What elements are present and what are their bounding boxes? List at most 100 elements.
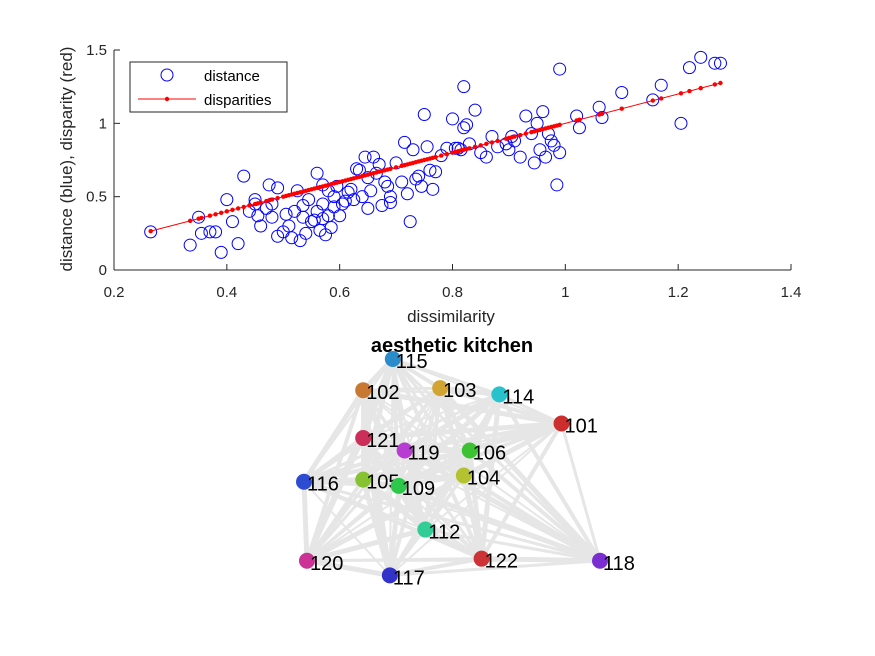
disparity-point bbox=[712, 82, 718, 87]
distance-point bbox=[327, 190, 341, 204]
network-edge bbox=[301, 435, 366, 485]
network-edge bbox=[301, 479, 310, 564]
network-edge bbox=[305, 474, 465, 562]
network-edge bbox=[423, 527, 484, 561]
network-node-label: 121 bbox=[366, 430, 399, 452]
network-edge bbox=[361, 449, 407, 482]
y-tick-label: 1.5 bbox=[86, 42, 107, 59]
network-edge bbox=[302, 449, 472, 484]
distance-point bbox=[231, 237, 245, 251]
distance-point bbox=[420, 140, 434, 154]
distance-point bbox=[254, 219, 268, 233]
y-axis-label: distance (blue), disparity (red) bbox=[57, 47, 76, 272]
network-edge bbox=[302, 479, 484, 561]
network-edge bbox=[461, 473, 602, 563]
network-edge bbox=[438, 386, 564, 426]
network-node-label: 118 bbox=[603, 553, 635, 575]
distance-point bbox=[694, 50, 708, 64]
disparity-point bbox=[659, 96, 664, 101]
network-node-label: 116 bbox=[307, 474, 339, 496]
distance-point bbox=[527, 156, 541, 170]
distance-point bbox=[519, 109, 533, 123]
scatter-plot: 0.2 0.4 0.6 0.8 1 1.2 1.4 0 0.5 1 1.5 dissimilarit… bbox=[57, 42, 801, 326]
network-node-label: 117 bbox=[393, 567, 425, 589]
distance-point bbox=[479, 150, 493, 164]
network-edge bbox=[362, 393, 501, 440]
legend-box bbox=[129, 61, 288, 113]
network-edge bbox=[479, 421, 564, 561]
scatter-marks bbox=[144, 50, 727, 259]
disparity-point bbox=[187, 218, 193, 224]
disparity-point bbox=[698, 85, 703, 91]
network-edge bbox=[302, 448, 407, 484]
network-edge bbox=[304, 527, 428, 564]
network-node-label: 102 bbox=[366, 382, 399, 404]
network-node bbox=[461, 442, 478, 459]
network-edges bbox=[301, 356, 603, 578]
distance-point bbox=[383, 190, 397, 204]
network-node bbox=[298, 552, 315, 569]
network-edge bbox=[302, 392, 501, 484]
distance-point bbox=[708, 56, 722, 70]
network-edge bbox=[362, 389, 601, 562]
network-edge bbox=[362, 449, 471, 481]
network-node bbox=[592, 552, 608, 569]
network-node-label: 104 bbox=[467, 467, 500, 489]
disparity-point bbox=[650, 98, 655, 103]
distance-point bbox=[539, 150, 553, 164]
network-edge bbox=[304, 558, 393, 578]
distance-point bbox=[310, 166, 324, 180]
distance-point bbox=[406, 143, 420, 157]
disparity-point bbox=[557, 122, 562, 128]
disparity-point bbox=[393, 165, 399, 170]
disparity-point bbox=[388, 166, 393, 171]
distance-point bbox=[426, 182, 440, 196]
distance-point bbox=[654, 78, 668, 92]
x-tick-label: 0.4 bbox=[216, 284, 237, 301]
distance-point bbox=[347, 193, 361, 207]
disparity-point bbox=[235, 206, 241, 211]
distance-point bbox=[350, 162, 364, 176]
distance-point bbox=[251, 209, 265, 223]
distance-point bbox=[553, 146, 567, 160]
distance-point bbox=[225, 215, 239, 229]
distance-point bbox=[209, 225, 223, 239]
disparity-point bbox=[439, 153, 444, 158]
distance-point bbox=[271, 181, 285, 195]
disparity-point bbox=[523, 131, 529, 136]
distance-point bbox=[713, 56, 727, 70]
network-edge bbox=[388, 559, 602, 577]
disparity-point bbox=[218, 210, 224, 215]
network-edge bbox=[497, 392, 602, 563]
network-node-label: 109 bbox=[402, 478, 435, 500]
network-edge bbox=[390, 357, 443, 391]
network-edge bbox=[560, 421, 602, 563]
distance-point bbox=[344, 182, 358, 196]
disparity-point bbox=[269, 197, 275, 202]
network-edge bbox=[479, 556, 603, 564]
distance-point bbox=[412, 169, 426, 183]
distance-point bbox=[383, 196, 397, 210]
legend: distance disparities bbox=[129, 61, 288, 113]
network-node-label: 122 bbox=[485, 551, 518, 573]
distance-point bbox=[398, 135, 412, 149]
disparity-point bbox=[241, 204, 246, 210]
distance-point bbox=[302, 193, 316, 207]
distance-point bbox=[262, 178, 276, 192]
x-axis-label: dissimilarity bbox=[407, 307, 495, 326]
disparity-point bbox=[718, 80, 723, 86]
disparity-point bbox=[230, 207, 235, 213]
distance-point bbox=[194, 226, 208, 240]
network-edge bbox=[396, 483, 603, 564]
distance-point bbox=[214, 245, 228, 259]
network-node-label: 119 bbox=[408, 443, 440, 465]
distance-point bbox=[615, 86, 629, 100]
distance-point bbox=[505, 130, 519, 144]
x-tick-label: 1.2 bbox=[668, 284, 689, 301]
network-edge bbox=[304, 436, 366, 563]
legend-disparities-marker bbox=[164, 96, 170, 102]
network-edge bbox=[437, 385, 603, 564]
network-node bbox=[390, 477, 407, 494]
network-node bbox=[553, 415, 570, 432]
network-edge bbox=[301, 387, 366, 485]
